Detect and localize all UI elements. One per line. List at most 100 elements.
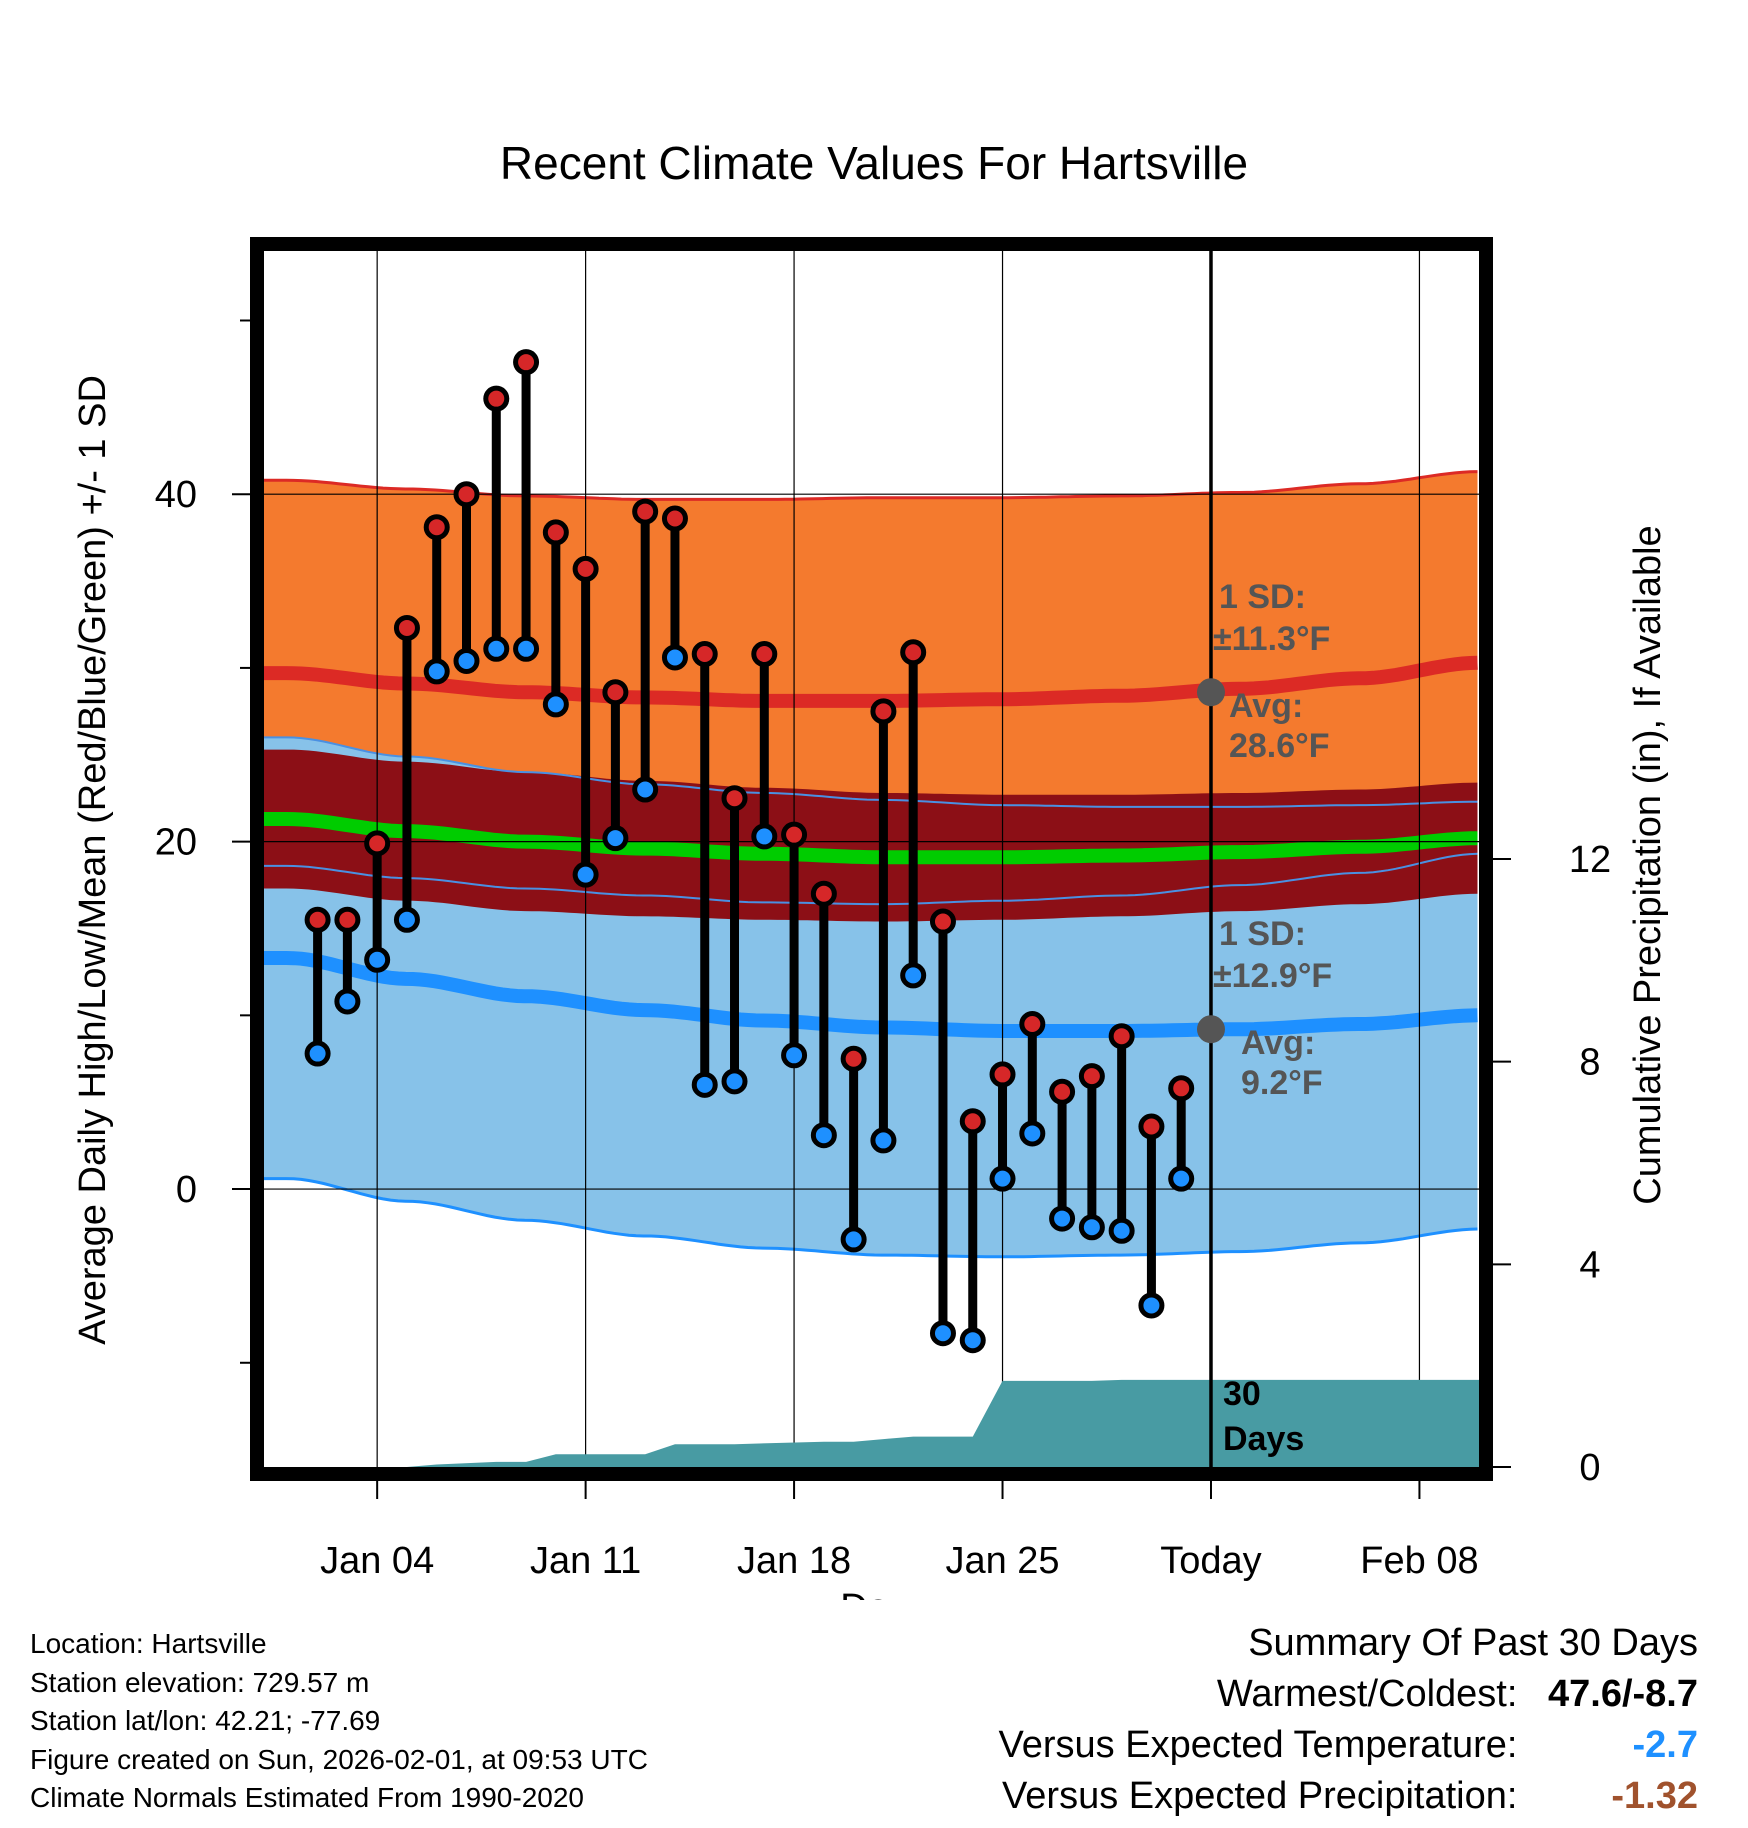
obs-low-point — [602, 825, 629, 852]
obs-high-point — [542, 519, 569, 546]
axes: 0 20 40 0 4 8 12 Jan 04 Jan 11 Jan 18 Jan 25 Today F… — [155, 319, 1611, 1582]
y-tick-label-20: 20 — [155, 822, 197, 864]
obs-low-point — [989, 1165, 1016, 1192]
obs-low-point — [304, 1040, 331, 1067]
y2-tick-label-0: 0 — [1579, 1447, 1600, 1489]
temp-label: Versus Expected Temperature: — [998, 1724, 1518, 1766]
created-text: Figure created on Sun, 2026-02-01, at 09… — [30, 1743, 648, 1775]
obs-high-point — [900, 639, 927, 666]
x-tick-label: Jan 25 — [945, 1540, 1059, 1582]
obs-low-point — [334, 988, 361, 1015]
x-tick-label: Jan 18 — [737, 1540, 851, 1582]
obs-high-point — [840, 1045, 867, 1072]
temp-value: -2.7 — [1632, 1724, 1698, 1766]
low-sd-lower-line — [264, 1177, 1478, 1259]
obs-high-point — [453, 481, 480, 508]
obs-high-point — [602, 679, 629, 706]
low-sd-value: ±12.9°F — [1213, 957, 1332, 995]
obs-high-point — [959, 1108, 986, 1135]
normal-high-line — [264, 655, 1478, 708]
plot-frame — [250, 237, 1493, 1481]
obs-high-point — [721, 785, 748, 812]
obs-high-point — [423, 514, 450, 541]
obs-low-point — [870, 1127, 897, 1154]
high-sd-label: 1 SD: — [1219, 578, 1306, 616]
obs-high-point — [1019, 1011, 1046, 1038]
obs-high-point — [781, 821, 808, 848]
obs-low-point — [393, 906, 420, 933]
climate-chart: Recent Climate Values For Hartsville 1 S… — [72, 137, 1669, 1600]
low-avg-label: Avg: — [1241, 1024, 1315, 1062]
obs-low-point — [513, 635, 540, 662]
days-count-word: Days — [1223, 1420, 1304, 1458]
obs-high-point — [334, 906, 361, 933]
high-avg-value: 28.6°F — [1229, 727, 1330, 765]
obs-low-point — [1168, 1165, 1195, 1192]
obs-low-point — [572, 861, 599, 888]
obs-low-point — [453, 647, 480, 674]
precip-area-group — [287, 1379, 1479, 1467]
obs-high-point — [929, 908, 956, 935]
obs-low-point — [810, 1122, 837, 1149]
obs-high-point — [393, 614, 420, 641]
x-axis-label: Day — [840, 1587, 908, 1600]
obs-high-point — [870, 698, 897, 725]
obs-high-point — [1049, 1078, 1076, 1105]
low-avg-value: 9.2°F — [1241, 1064, 1323, 1102]
summary-temp-row: Versus Expected Temperature: -2.7 — [999, 1720, 1698, 1771]
obs-high-point — [751, 641, 778, 668]
obs-high-point — [572, 555, 599, 582]
chart-title: Recent Climate Values For Hartsville — [500, 137, 1248, 189]
location-text: Location: Hartsville — [30, 1628, 267, 1659]
obs-low-point — [542, 691, 569, 718]
obs-high-point — [1138, 1113, 1165, 1140]
obs-high-point — [483, 385, 510, 412]
obs-low-point — [661, 644, 688, 671]
obs-high-point — [1168, 1075, 1195, 1102]
obs-low-point — [840, 1226, 867, 1253]
obs-high-point — [364, 830, 391, 857]
latlon-text: Station lat/lon: 42.21; -77.69 — [30, 1705, 381, 1736]
low-avg-dot — [1196, 1015, 1225, 1044]
x-tick-label: Feb 08 — [1360, 1540, 1478, 1582]
high-avg-label: Avg: — [1229, 687, 1303, 725]
obs-low-point — [691, 1071, 718, 1098]
summary-warmest-row: Warmest/Coldest: 47.6/-8.7 — [999, 1669, 1698, 1720]
obs-high-point — [691, 641, 718, 668]
precip-area — [287, 1379, 1479, 1467]
obs-low-point — [1078, 1214, 1105, 1241]
obs-high-point — [632, 498, 659, 525]
low-sd-upper-line — [264, 736, 1478, 808]
obs-low-point — [1108, 1217, 1135, 1244]
obs-high-point — [989, 1061, 1016, 1088]
obs-low-point — [483, 635, 510, 662]
observations — [304, 349, 1195, 1354]
obs-low-point — [1049, 1205, 1076, 1232]
obs-high-point — [661, 505, 688, 532]
obs-high-point — [810, 880, 837, 907]
y2-tick-label-12: 12 — [1569, 839, 1611, 881]
low-sd-label: 1 SD: — [1219, 915, 1306, 953]
obs-high-point — [1078, 1063, 1105, 1090]
normals-text: Climate Normals Estimated From 1990-2020 — [30, 1782, 584, 1813]
y-tick-label-40: 40 — [155, 474, 197, 516]
obs-high-point — [513, 349, 540, 376]
high-avg-dot — [1196, 678, 1225, 707]
obs-low-point — [929, 1320, 956, 1347]
warmest-label: Warmest/Coldest: — [1216, 1673, 1518, 1715]
high-sd-lower-line — [264, 852, 1478, 906]
x-tick-label: Jan 04 — [320, 1540, 434, 1582]
obs-high-point — [304, 906, 331, 933]
y2-tick-label-4: 4 — [1579, 1244, 1600, 1286]
elevation-text: Station elevation: 729.57 m — [30, 1666, 370, 1698]
x-tick-label: Jan 11 — [530, 1540, 641, 1582]
obs-low-point — [751, 823, 778, 850]
obs-low-point — [721, 1068, 748, 1095]
mean-sd-band — [264, 749, 1478, 922]
obs-low-point — [364, 946, 391, 973]
obs-low-point — [781, 1042, 808, 1069]
y2-tick-label-8: 8 — [1579, 1042, 1600, 1084]
obs-low-point — [423, 658, 450, 685]
y-tick-label-0: 0 — [176, 1169, 197, 1211]
obs-low-point — [632, 776, 659, 803]
